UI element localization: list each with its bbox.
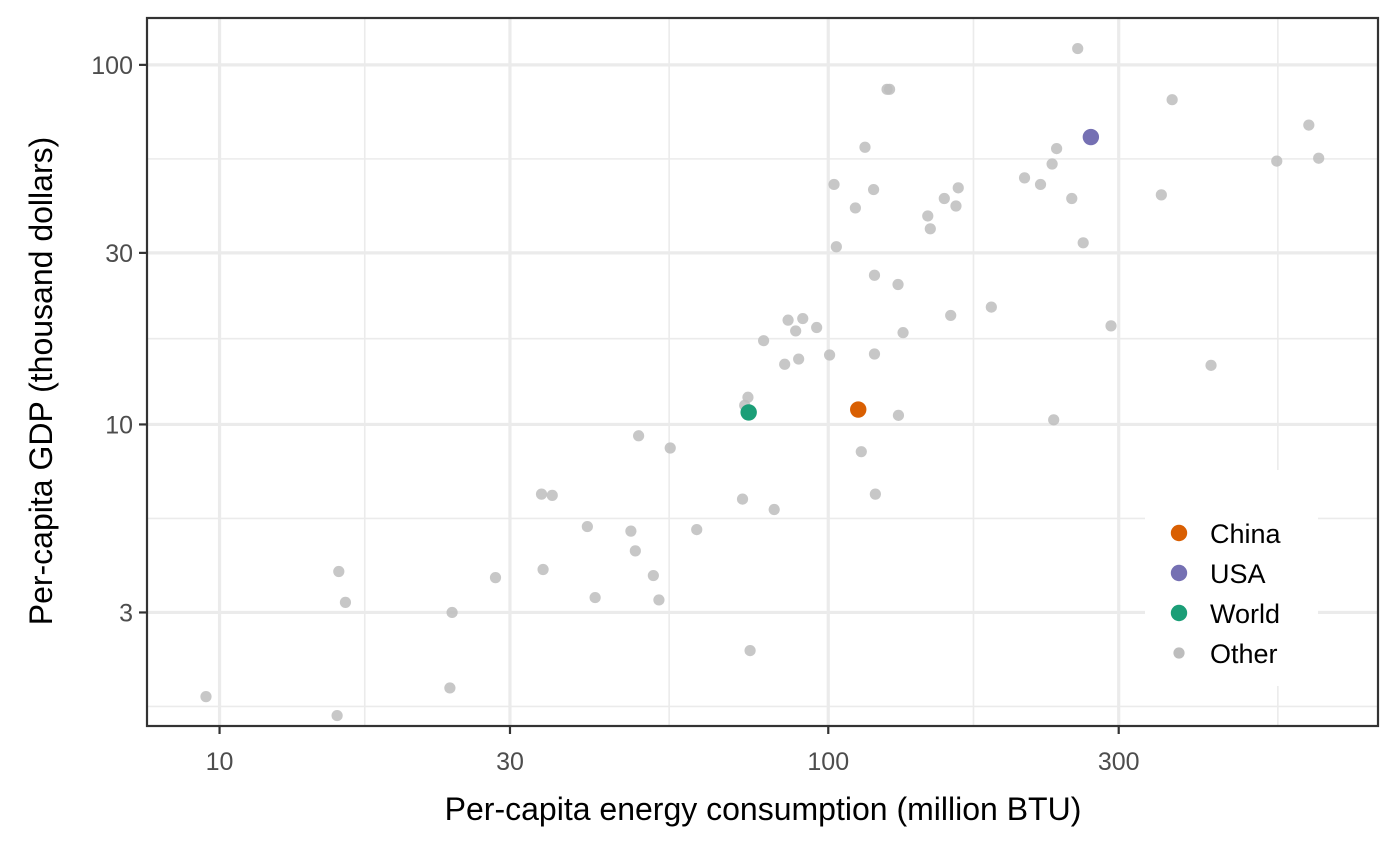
legend: China USA World Other: [1145, 470, 1318, 686]
data-point-other: [924, 223, 936, 235]
data-point-other: [736, 493, 749, 505]
data-point-other: [823, 349, 836, 361]
data-point-other: [790, 325, 802, 337]
data-point-other: [922, 210, 934, 222]
x-tick-label: 10: [206, 748, 234, 776]
data-point-other: [535, 488, 548, 500]
data-point-other: [489, 572, 502, 584]
y-tick-label: 100: [91, 52, 133, 80]
data-point-other: [1077, 237, 1089, 249]
data-point-other: [1105, 320, 1117, 332]
plot-panel-border: [145, 16, 1380, 728]
data-point-other: [782, 314, 794, 326]
data-point-other: [742, 391, 754, 403]
data-point-other: [1313, 152, 1325, 164]
y-tick-label: 10: [105, 411, 133, 439]
data-point-other: [869, 488, 881, 500]
legend-key-china: [1170, 524, 1188, 542]
data-point-other: [859, 141, 871, 153]
x-tick-label: 100: [807, 748, 849, 776]
y-tick-label: 30: [105, 240, 133, 268]
data-point-other: [938, 192, 950, 205]
x-axis-ticks: 10 30 100 300: [206, 726, 1140, 776]
data-point-other: [647, 569, 659, 582]
major-gridlines: [147, 18, 1378, 726]
data-point-other: [867, 183, 880, 196]
data-point-other: [811, 321, 823, 334]
data-point-other: [444, 682, 456, 694]
data-point-other: [768, 503, 780, 516]
data-point-other: [1303, 119, 1315, 131]
data-point-usa: [1082, 128, 1100, 146]
data-point-other: [1046, 158, 1058, 170]
data-point-other: [629, 545, 641, 557]
data-point-other: [793, 353, 805, 365]
data-point-other: [633, 430, 645, 442]
data-point-other: [892, 409, 905, 421]
x-tick-label: 300: [1098, 748, 1140, 776]
data-point-other: [625, 525, 637, 537]
data-point-other: [1051, 142, 1063, 155]
data-point-other: [653, 594, 665, 606]
data-point-other: [1271, 155, 1283, 167]
data-point-other: [446, 606, 458, 619]
points-highlighted: [740, 128, 1100, 421]
data-point-other: [892, 278, 904, 291]
data-point-other: [581, 520, 593, 533]
data-point-other: [1072, 42, 1084, 55]
x-axis-title: Per-capita energy consumption (million B…: [445, 791, 1082, 827]
data-point-other: [200, 691, 212, 703]
data-point-other: [1048, 414, 1060, 426]
data-point-other: [849, 202, 861, 214]
data-point-other: [1166, 94, 1178, 106]
legend-label-world: World: [1210, 599, 1280, 629]
data-point-other: [691, 523, 703, 536]
legend-label-china: China: [1210, 519, 1282, 549]
data-point-other: [1205, 359, 1217, 371]
y-tick-label: 3: [119, 599, 133, 627]
data-point-other: [331, 709, 343, 722]
data-point-other: [537, 563, 549, 576]
data-point-other: [797, 312, 809, 325]
data-point-other: [333, 565, 345, 578]
data-point-other: [950, 200, 962, 212]
data-point-other: [1018, 172, 1031, 184]
data-point-other: [1155, 189, 1167, 201]
y-axis-ticks: 3 10 30 100: [91, 52, 147, 627]
data-point-other: [744, 644, 756, 657]
x-tick-label: 30: [496, 748, 524, 776]
points-other: [200, 42, 1325, 722]
legend-label-usa: USA: [1210, 559, 1266, 589]
data-point-other: [546, 489, 558, 501]
data-point-other: [883, 83, 896, 95]
data-point-other: [589, 591, 601, 604]
data-point-china: [850, 401, 867, 418]
data-point-other: [985, 301, 997, 313]
data-point-other: [1034, 178, 1047, 191]
data-point-world: [740, 404, 757, 421]
data-point-other: [779, 358, 791, 370]
legend-key-other: [1173, 647, 1185, 659]
data-point-other: [868, 348, 881, 360]
data-point-other: [830, 241, 842, 253]
data-point-other: [897, 327, 909, 339]
legend-key-usa: [1170, 564, 1188, 582]
legend-label-other: Other: [1210, 639, 1278, 669]
data-point-other: [952, 182, 964, 194]
data-point-other: [855, 446, 867, 458]
data-point-other: [339, 596, 352, 608]
data-point-other: [664, 442, 676, 454]
legend-key-world: [1170, 604, 1188, 622]
data-point-other: [828, 178, 840, 191]
data-point-other: [945, 309, 957, 322]
data-point-other: [1066, 192, 1078, 205]
data-point-other: [758, 335, 770, 347]
data-point-other: [868, 269, 881, 281]
y-axis-title: Per-capita GDP (thousand dollars): [23, 137, 59, 626]
